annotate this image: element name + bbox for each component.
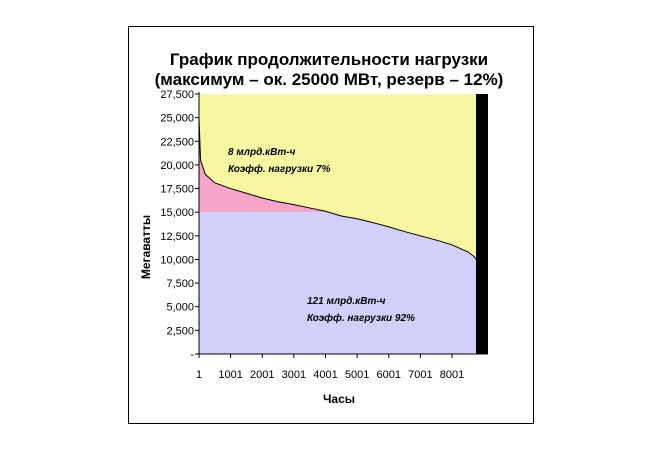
- load-duration-chart: График продолжительности нагрузки (макси…: [139, 50, 504, 406]
- y-tick-label: 20,000: [160, 160, 194, 172]
- x-tick-label: 4001: [313, 369, 337, 381]
- axes: - 2,500 5,000 7,500 10,000 12,500 15,000 17,500…: [160, 89, 488, 381]
- y-tick-label: 27,500: [160, 89, 194, 101]
- y-tick-label: 2,500: [166, 325, 194, 337]
- chart-title-line2: (максимум – ок. 25000 МВт, резерв – 12%): [155, 70, 504, 89]
- x-tick-label: 1001: [218, 369, 242, 381]
- x-tick-label: 2001: [250, 369, 274, 381]
- y-axis-label: Мегаватты: [139, 215, 153, 279]
- x-tick-label: 5001: [345, 369, 369, 381]
- base-annotation-energy: 121 млрд.кВт-ч: [307, 296, 386, 307]
- y-tick-label: 25,000: [160, 113, 194, 125]
- y-tick-label: 12,500: [160, 231, 194, 243]
- x-tick-label: 7001: [408, 369, 432, 381]
- reserve-bar: [476, 94, 488, 354]
- x-tick-label: 3001: [282, 369, 306, 381]
- chart-title-line1: График продолжительности нагрузки: [170, 50, 488, 69]
- load-curve: [198, 117, 477, 260]
- plot-area: [198, 94, 488, 354]
- y-tick-label: 10,000: [160, 254, 194, 266]
- x-tick-label: 1: [196, 369, 202, 381]
- peak-annotation-energy: 8 млрд.кВт-ч: [228, 147, 296, 158]
- base-annotation-load-factor: Коэфф. нагрузки 92%: [307, 312, 415, 324]
- x-tick-label: 8001: [440, 369, 464, 381]
- x-axis-label: Часы: [323, 392, 355, 406]
- y-tick-label: 5,000: [166, 302, 194, 314]
- peak-energy-region: [199, 117, 329, 213]
- peak-annotation-load-factor: Коэфф. нагрузки 7%: [228, 163, 330, 175]
- y-tick-label: 17,500: [160, 184, 194, 196]
- base-energy-region: [199, 212, 476, 354]
- y-tick-label: -: [190, 349, 194, 361]
- y-tick-label: 22,500: [160, 136, 194, 148]
- x-tick-label: 6001: [377, 369, 401, 381]
- chart-frame: График продолжительности нагрузки (макси…: [128, 26, 534, 424]
- y-tick-label: 15,000: [160, 207, 194, 219]
- y-tick-label: 7,500: [166, 278, 194, 290]
